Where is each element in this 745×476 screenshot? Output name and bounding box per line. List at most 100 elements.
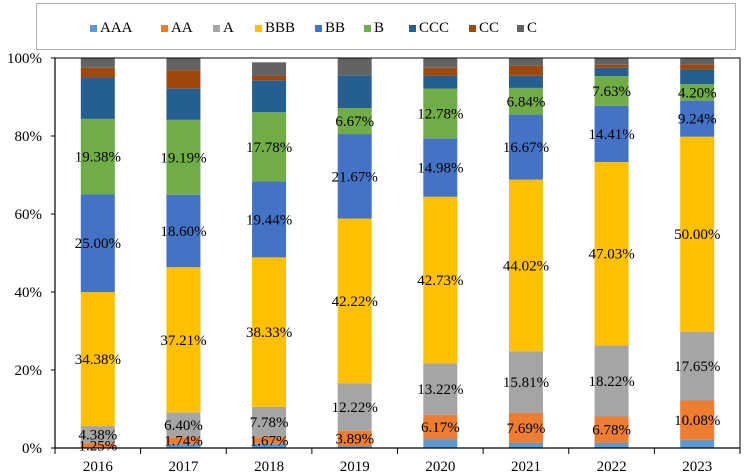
bar-segment-ccc-2019 — [337, 75, 372, 109]
data-label-b-2023: 4.20% — [678, 85, 717, 101]
legend-item-b: B — [364, 20, 384, 37]
bar-segment-a-2017 — [166, 412, 201, 438]
legend-box: AAA AA A BBB BB B CCC CC C — [36, 3, 736, 50]
bar-segment-bb-2021 — [508, 114, 543, 180]
data-label-bb-2018: 19.44% — [246, 212, 292, 228]
plot-frame — [54, 57, 741, 449]
data-label-aa-2021: 7.69% — [507, 421, 546, 437]
y-tick-label: 60% — [15, 207, 43, 223]
data-label-aa-2023: 10.08% — [674, 413, 720, 429]
bar-segment-bbb-2022 — [594, 162, 629, 346]
bar-segment-cc-2017 — [166, 70, 201, 89]
bar-segment-bbb-2021 — [508, 179, 543, 352]
bar-segment-bbb-2017 — [166, 267, 201, 413]
legend-swatch — [255, 25, 262, 32]
data-label-b-2021: 6.84% — [507, 94, 546, 110]
bar-segment-c-2019 — [337, 58, 372, 76]
legend-label: A — [223, 20, 234, 36]
bar-segment-aa-2023 — [680, 400, 715, 440]
legend-swatch — [161, 25, 168, 32]
bar-segment-c-2022 — [594, 58, 629, 65]
data-label-b-2022: 7.63% — [592, 84, 631, 100]
legend-swatch — [517, 25, 524, 32]
bar-segment-a-2016 — [80, 426, 115, 444]
y-tick-label: 20% — [15, 363, 43, 379]
data-label-b-2020: 12.78% — [417, 106, 463, 122]
data-label-bbb-2017: 37.21% — [160, 333, 206, 349]
bar-segment-aa-2019 — [337, 430, 372, 447]
bar-segment-c-2020 — [423, 58, 458, 68]
legend: AAA AA A BBB BB B CCC CC C — [37, 4, 735, 49]
bar-segment-cc-2023 — [680, 64, 715, 70]
legend-item-c: C — [517, 20, 537, 37]
data-label-bb-2017: 18.60% — [160, 224, 206, 240]
bar-segment-ccc-2021 — [508, 75, 543, 88]
data-label-a-2018: 7.78% — [250, 415, 289, 431]
bar-segment-aa-2016 — [80, 443, 115, 448]
legend-item-aaa: AAA — [90, 20, 133, 37]
x-tick-label: 2019 — [340, 459, 370, 475]
axes-group: 2016 2017 2018 2019 2020 2021 2022 2023 0% 20% 40%… — [7, 51, 741, 475]
data-label-bb-2019: 21.67% — [332, 169, 378, 185]
legend-label: CC — [479, 20, 500, 36]
bar-segment-bbb-2018 — [252, 257, 287, 407]
data-label-bb-2020: 14.98% — [417, 161, 463, 177]
y-tick-label: 80% — [15, 129, 43, 145]
x-tick-label: 2020 — [425, 459, 455, 475]
data-label-b-2019: 6.67% — [335, 114, 374, 130]
bar-segment-cc-2018 — [252, 75, 287, 81]
bar-segment-c-2018 — [252, 62, 287, 76]
data-label-bbb-2022: 47.03% — [588, 247, 634, 263]
bar-segment-cc-2020 — [423, 67, 458, 76]
data-label-a-2022: 18.22% — [588, 374, 634, 390]
bar-segment-b-2019 — [337, 108, 372, 135]
bar-segment-b-2018 — [252, 112, 287, 182]
data-labels-group: 1.25%4.38% 34.38% 25.00% 19.38% 1.74%6.40% 37… — [75, 84, 721, 455]
bar-segment-a-2020 — [423, 363, 458, 415]
bar-segment-aaa-2018 — [252, 443, 287, 448]
data-label-bbb-2020: 42.73% — [417, 273, 463, 289]
bar-segment-aa-2022 — [594, 416, 629, 443]
bars-group — [80, 57, 715, 448]
legend-swatch — [409, 25, 416, 32]
data-label-b-2017: 19.19% — [160, 150, 206, 166]
data-label-bb-2021: 16.67% — [503, 140, 549, 156]
bar-segment-c-2016 — [80, 58, 115, 68]
bar-segment-ccc-2017 — [166, 88, 201, 120]
bar-segment-cc-2021 — [508, 65, 543, 76]
bar-segment-bb-2020 — [423, 138, 458, 197]
legend-swatch — [213, 25, 220, 32]
x-tick-label: 2018 — [254, 459, 284, 475]
bar-segment-cc-2016 — [80, 67, 115, 78]
legend-label: BBB — [265, 20, 296, 36]
data-label-bbb-2016: 34.38% — [75, 352, 121, 368]
bar-segment-b-2017 — [166, 119, 201, 195]
bar-segment-aa-2020 — [423, 414, 458, 440]
legend-swatch — [315, 25, 322, 32]
bar-segment-a-2022 — [594, 345, 629, 417]
bar-segment-bbb-2016 — [80, 291, 115, 427]
data-label-a-2019: 12.22% — [332, 400, 378, 416]
legend-item-bb: BB — [315, 20, 345, 37]
data-label-b-2018: 17.78% — [246, 140, 292, 156]
legend-item-a: A — [213, 20, 234, 37]
bar-segment-aaa-2023 — [680, 439, 715, 448]
data-label-a-2017: 6.40% — [164, 418, 203, 434]
legend-label: CCC — [419, 20, 450, 36]
data-label-bbb-2023: 50.00% — [674, 227, 720, 243]
bar-segment-c-2023 — [680, 58, 715, 65]
bar-segment-aaa-2021 — [508, 442, 543, 448]
bar-segment-ccc-2020 — [423, 75, 458, 89]
data-label-a-2016: 4.38% — [78, 428, 117, 444]
x-tick-label: 2023 — [682, 459, 712, 475]
bar-segment-b-2020 — [423, 88, 458, 139]
bar-segment-aaa-2017 — [166, 444, 201, 448]
bar-segment-c-2021 — [508, 57, 543, 66]
bar-segment-aaa-2022 — [594, 442, 629, 448]
data-label-aa-2016: 1.25% — [78, 439, 117, 455]
bar-segment-ccc-2023 — [680, 69, 715, 85]
data-label-aa-2020: 6.17% — [421, 420, 460, 436]
legend-item-aa: AA — [161, 20, 193, 37]
bar-segment-bb-2016 — [80, 194, 115, 292]
